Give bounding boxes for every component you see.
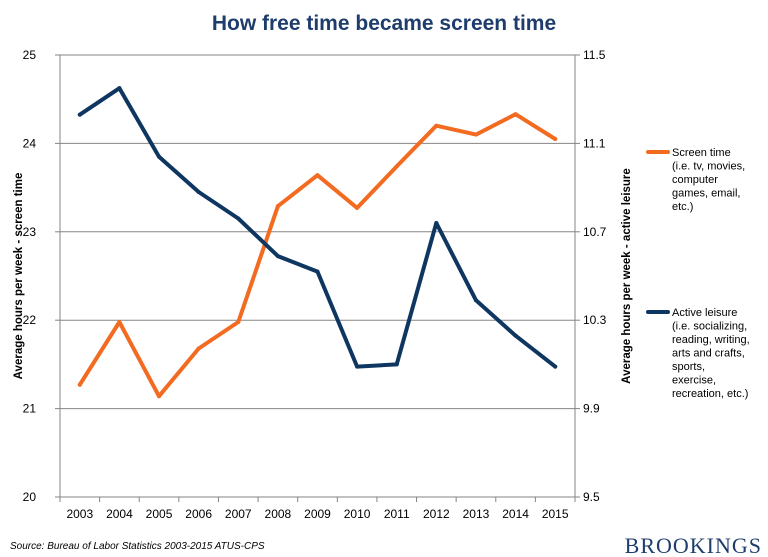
y-tick-label-left: 22	[23, 313, 37, 327]
y-tick-label-right: 11.1	[583, 136, 606, 150]
data-point-active-leisure	[117, 86, 122, 91]
y-tick-label-left: 20	[23, 490, 37, 504]
data-point-active-leisure	[355, 364, 360, 369]
data-point-active-leisure	[236, 216, 241, 221]
data-point-active-leisure	[275, 254, 280, 259]
y-tick-label-left: 21	[23, 402, 37, 416]
legend-label-active-leisure: sports,	[672, 361, 705, 373]
legend-label-screen-time: computer	[672, 174, 718, 186]
x-tick-label: 2010	[344, 507, 371, 521]
data-point-screen-time	[157, 394, 162, 399]
y-tick-label-right: 10.3	[583, 313, 607, 327]
data-point-screen-time	[315, 173, 320, 178]
data-point-active-leisure	[473, 298, 478, 303]
y-tick-label-right: 9.9	[583, 402, 600, 416]
chart-title: How free time became screen time	[212, 12, 556, 35]
series-line-screen-time	[77, 112, 558, 399]
data-point-screen-time	[117, 319, 122, 324]
data-point-active-leisure	[196, 190, 201, 195]
legend-label-active-leisure: recreation, etc.)	[672, 388, 748, 400]
data-point-screen-time	[394, 164, 399, 169]
y-tick-label-right: 10.7	[583, 225, 607, 239]
data-point-screen-time	[275, 204, 280, 209]
tick-labels: 20 9.5 21 9.9 22 10.3 23 10.7 24 11.1 25 11.5 2003 20…	[23, 48, 607, 521]
legend-label-active-leisure: reading, writing,	[672, 334, 750, 346]
data-point-active-leisure	[157, 154, 162, 159]
x-tick-label: 2012	[423, 507, 450, 521]
legend-label-screen-time: (i.e. tv, movies,	[672, 161, 745, 173]
data-point-screen-time	[553, 136, 558, 141]
legend-label-screen-time: Screen time	[672, 147, 731, 159]
x-tick-label: 2005	[146, 507, 173, 521]
y-axis-label-left: Average hours per week - screen time	[13, 173, 25, 380]
legend-label-active-leisure: exercise,	[672, 375, 716, 387]
legend-label-active-leisure: (i.e. socializing,	[672, 321, 747, 333]
data-point-screen-time	[355, 205, 360, 210]
data-point-screen-time	[473, 132, 478, 137]
data-point-active-leisure	[434, 220, 439, 225]
legend-label-active-leisure: arts and crafts,	[672, 348, 745, 360]
data-point-screen-time	[513, 112, 518, 117]
source-note: Source: Bureau of Labor Statistics 2003-…	[10, 541, 265, 552]
data-point-active-leisure	[394, 362, 399, 367]
gridlines	[60, 54, 575, 410]
legend: Screen time (i.e. tv, movies,computer game…	[646, 147, 750, 400]
x-tick-label: 2014	[502, 507, 529, 521]
x-tick-label: 2015	[542, 507, 569, 521]
legend-label-screen-time: games, email,	[672, 188, 740, 200]
data-point-screen-time	[196, 346, 201, 351]
series-lines	[77, 86, 558, 399]
brookings-logo: BROOKINGS	[625, 533, 762, 557]
data-point-screen-time	[77, 382, 82, 387]
x-tick-label: 2004	[106, 507, 133, 521]
y-tick-label-left: 24	[23, 136, 37, 150]
y-axis-label-right: Average hours per week - active leisure	[621, 168, 633, 384]
x-tick-label: 2007	[225, 507, 252, 521]
data-point-screen-time	[434, 123, 439, 128]
axes	[55, 54, 580, 502]
legend-label-active-leisure: Active leisure	[672, 307, 737, 319]
x-tick-label: 2009	[304, 507, 331, 521]
x-tick-label: 2003	[66, 507, 93, 521]
data-point-screen-time	[236, 319, 241, 324]
data-point-active-leisure	[315, 269, 320, 274]
y-tick-label-left: 25	[23, 48, 37, 62]
x-tick-label: 2013	[463, 507, 490, 521]
legend-label-screen-time: etc.)	[672, 201, 693, 213]
x-tick-label: 2011	[384, 507, 410, 521]
y-tick-label-right: 11.5	[583, 48, 606, 62]
x-tick-label: 2008	[265, 507, 292, 521]
data-point-active-leisure	[513, 333, 518, 338]
x-tick-label: 2006	[185, 507, 212, 521]
data-point-active-leisure	[553, 364, 558, 369]
y-tick-label-left: 23	[23, 225, 37, 239]
data-point-active-leisure	[77, 112, 82, 117]
y-tick-label-right: 9.5	[583, 490, 600, 504]
